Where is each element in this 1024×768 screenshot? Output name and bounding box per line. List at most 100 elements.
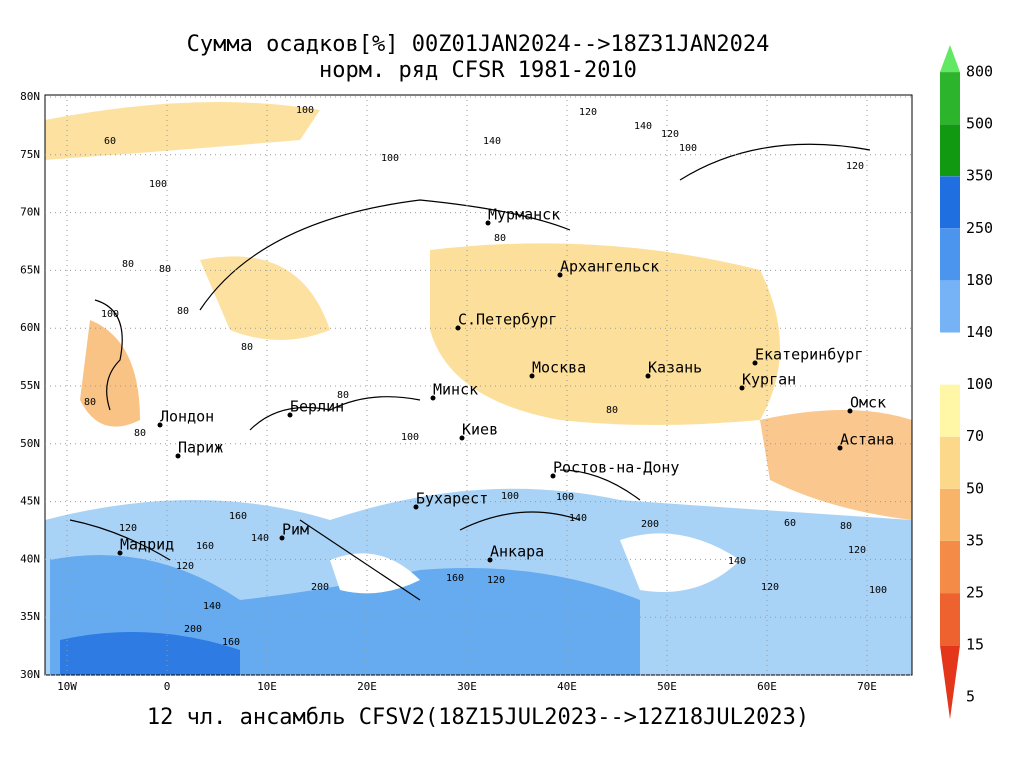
colorbar-segment [940, 384, 960, 437]
lat-label: 45N [20, 495, 40, 508]
contour-label: 160 [196, 541, 214, 552]
colorbar-label: 15 [966, 636, 984, 654]
city-label: Астана [840, 431, 894, 449]
contour-label: 80 [84, 397, 96, 408]
city-dot [279, 535, 285, 541]
contour-label: 100 [501, 491, 519, 502]
city-dot [645, 373, 651, 379]
contour-label: 120 [579, 107, 597, 118]
contour-label: 60 [784, 518, 796, 529]
city-label: Екатеринбург [755, 346, 863, 364]
city-label: Киев [462, 421, 498, 439]
contour-label: 80 [241, 342, 253, 353]
contour-label: 120 [846, 161, 864, 172]
colorbar-arrow [940, 645, 960, 720]
contour-label: 120 [661, 129, 679, 140]
colorbar-label: 800 [966, 63, 993, 81]
colorbar-segment [940, 228, 960, 281]
colorbar-label: 180 [966, 271, 993, 289]
colorbar-label: 100 [966, 375, 993, 393]
colorbar-segment [940, 332, 960, 385]
contour-label: 100 [679, 143, 697, 154]
colorbar-label: 350 [966, 167, 993, 185]
contour-label: 100 [381, 153, 399, 164]
title: Сумма осадков[%] 00Z01JAN2024-->18Z31JAN… [187, 32, 770, 57]
city-dot [557, 272, 563, 278]
lat-label: 80N [20, 90, 40, 103]
lat-label: 35N [20, 610, 40, 623]
city-dot [413, 504, 419, 510]
contour-label: 100 [149, 179, 167, 190]
colorbar-label: 70 [966, 427, 984, 445]
lat-label: 40N [20, 552, 40, 565]
colorbar-label: 25 [966, 584, 984, 602]
city-label: Ростов-на-Дону [553, 459, 679, 477]
lat-label: 60N [20, 321, 40, 334]
contour-label: 160 [229, 511, 247, 522]
lon-label: 0 [164, 680, 171, 693]
city-dot [485, 220, 491, 226]
contour-label: 160 [446, 573, 464, 584]
contour-label: 140 [251, 533, 269, 544]
city-dot [752, 360, 758, 366]
contour-label: 140 [728, 556, 746, 567]
contour-label: 80 [177, 306, 189, 317]
lon-label: 10W [57, 680, 77, 693]
city-label: Мадрид [120, 536, 174, 554]
colorbar-segment [940, 436, 960, 489]
contour-label: 200 [641, 519, 659, 530]
colorbar-label: 250 [966, 219, 993, 237]
colorbar-label: 35 [966, 531, 984, 549]
city-dot [837, 445, 843, 451]
contour-label: 140 [203, 601, 221, 612]
contour-label: 120 [487, 575, 505, 586]
contour-label: 100 [101, 309, 119, 320]
city-label: Архангельск [560, 258, 659, 276]
contour-label: 60 [104, 136, 116, 147]
city-dot [157, 422, 163, 428]
lat-label: 65N [20, 263, 40, 276]
city-dot [459, 435, 465, 441]
colorbar-label: 5 [966, 688, 975, 706]
contour-label: 80 [840, 521, 852, 532]
colorbar-segment [940, 488, 960, 541]
colorbar-segment [940, 124, 960, 177]
lon-label: 50E [657, 680, 677, 693]
colorbar-segment [940, 541, 960, 593]
lat-label: 70N [20, 206, 40, 219]
city-dot [847, 408, 853, 414]
city-label: Рим [282, 521, 309, 539]
lon-label: 20E [357, 680, 377, 693]
city-label: Анкара [490, 543, 544, 561]
city-label: Казань [648, 359, 702, 377]
lon-label: 70E [857, 680, 877, 693]
city-label: Бухарест [416, 490, 488, 508]
city-dot [550, 473, 556, 479]
city-label: Курган [742, 371, 796, 389]
contour-label: 160 [222, 637, 240, 648]
city-label: Минск [433, 381, 478, 399]
colorbar-label: 140 [966, 323, 993, 341]
contour-label: 100 [556, 492, 574, 503]
contour-label: 80 [134, 428, 146, 439]
contour-label: 80 [159, 264, 171, 275]
city-label: Лондон [160, 408, 214, 426]
city-dot [455, 325, 461, 331]
contour-label: 200 [311, 582, 329, 593]
subtitle: норм. ряд CFSR 1981-2010 [319, 58, 637, 83]
city-label: Москва [532, 359, 586, 377]
city-label: Мурманск [488, 206, 560, 224]
colorbar-segment [940, 176, 960, 229]
city-dot [175, 453, 181, 459]
city-dot [529, 373, 535, 379]
city-dot [287, 412, 293, 418]
lat-label: 75N [20, 148, 40, 161]
contour-label: 80 [122, 259, 134, 270]
contour-label: 140 [569, 513, 587, 524]
colorbar-arrow [940, 45, 960, 72]
colorbar-segment [940, 72, 960, 125]
contour-label: 80 [494, 233, 506, 244]
lon-label: 60E [757, 680, 777, 693]
